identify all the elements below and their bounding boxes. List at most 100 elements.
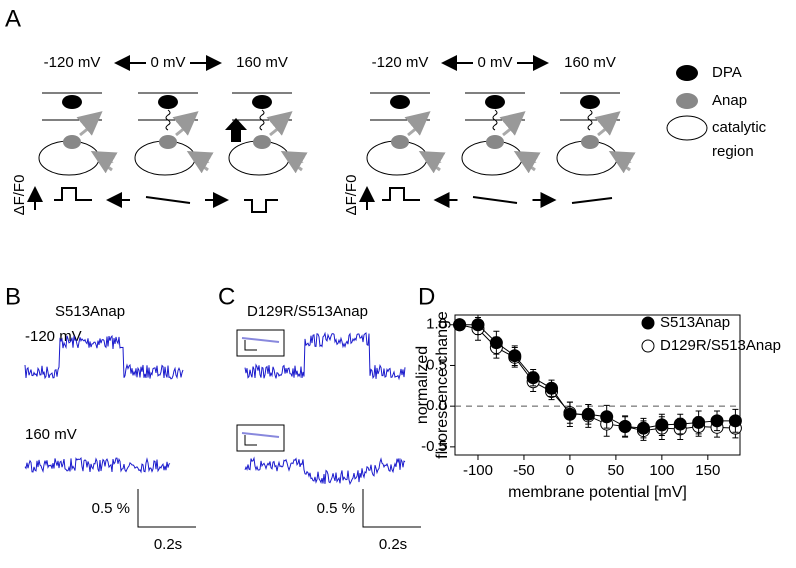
emission-arrow (594, 111, 621, 137)
dpa (158, 95, 178, 109)
data-point (581, 407, 595, 421)
inset-scale (244, 435, 257, 446)
legend-label: Anap (712, 92, 747, 109)
trace-up (54, 187, 92, 201)
emission-arrow (172, 111, 199, 137)
x-tick-label: 50 (608, 462, 625, 479)
fluorescence-trace (24, 456, 171, 474)
fluorescence-trace (24, 334, 184, 380)
excitation-arrow (418, 151, 446, 174)
panel-label: C (218, 283, 235, 310)
y-axis-label: fluorescence change (434, 311, 451, 459)
emission-arrow (266, 111, 293, 137)
voltage-label: 160 mV (564, 54, 616, 71)
trace-flat (145, 196, 191, 204)
fluorescence-trace (244, 331, 406, 381)
data-point (673, 417, 687, 431)
dpa (580, 95, 600, 109)
data-point (600, 410, 614, 424)
legend-label: S513Anap (660, 314, 730, 331)
data-point (636, 421, 650, 435)
dpa (485, 95, 505, 109)
emission-arrow (404, 111, 431, 137)
y-label: ΔF/F0 (343, 175, 360, 216)
voltage-label: 0 mV (477, 54, 512, 71)
y-tick-label: 0.0 (426, 397, 447, 414)
interaction (165, 109, 171, 131)
data-point (563, 407, 577, 421)
inset (236, 329, 285, 357)
plot-frame (454, 314, 741, 456)
panel-title: S513Anap (55, 303, 125, 320)
scale-bar (137, 489, 196, 528)
data-point (508, 349, 522, 363)
x-tick-label: -100 (463, 462, 493, 479)
legend-label: catalytic (712, 119, 767, 136)
trace-label: -120 mV (25, 328, 82, 345)
panel-label: B (5, 283, 21, 310)
dpa (252, 95, 272, 109)
data-point (471, 318, 485, 332)
data-point (489, 336, 503, 350)
legend-marker (641, 339, 655, 353)
series-line (459, 324, 736, 432)
data-point (618, 420, 632, 434)
y-axis-label: normalized (414, 346, 431, 424)
fluorescence-trace (244, 456, 406, 486)
panel-label: A (5, 5, 21, 32)
movement-arrow (225, 118, 247, 142)
excitation-arrow (513, 151, 541, 174)
data-point (453, 318, 467, 332)
x-tick-label: 0 (566, 462, 574, 479)
voltage-label: -120 mV (44, 54, 101, 71)
legend-marker (641, 316, 655, 330)
anap (581, 135, 599, 149)
anap (391, 135, 409, 149)
dpa (676, 65, 698, 81)
x-tick-label: 150 (695, 462, 720, 479)
data-point (526, 371, 540, 385)
x-tick-label: -50 (513, 462, 535, 479)
inset-scale (244, 340, 257, 351)
data-point (710, 414, 724, 428)
data-point (728, 414, 742, 428)
trace-label: 160 mV (25, 426, 77, 443)
y-tick-label: 1.0 (426, 316, 447, 333)
y-tick-label: -0.5 (421, 438, 447, 455)
legend-label: DPA (712, 64, 742, 81)
catalytic-region (666, 115, 708, 141)
series-line (459, 324, 736, 429)
excitation-arrow (280, 151, 308, 174)
emission-arrow (76, 111, 103, 137)
dpa (62, 95, 82, 109)
voltage-label: -120 mV (372, 54, 429, 71)
scale-y: 0.5 % (317, 500, 355, 517)
trace-flat (571, 197, 613, 204)
data-point (655, 418, 669, 432)
anap (63, 135, 81, 149)
voltage-label: 160 mV (236, 54, 288, 71)
excitation-arrow (608, 151, 636, 174)
scale-bar (362, 489, 421, 528)
legend-label: region (712, 143, 754, 160)
inset-trace (241, 337, 280, 343)
x-tick-label: 100 (649, 462, 674, 479)
panel-label: D (418, 283, 435, 310)
anap (253, 135, 271, 149)
anap (486, 135, 504, 149)
excitation-arrow (90, 151, 118, 174)
voltage-label: 0 mV (150, 54, 185, 71)
data-point (545, 381, 559, 395)
inset-trace (241, 432, 280, 438)
interaction (587, 109, 593, 131)
scale-y: 0.5 % (92, 500, 130, 517)
x-axis-label: membrane potential [mV] (508, 484, 687, 501)
scale-x: 0.2s (379, 536, 407, 553)
legend-label: D129R/S513Anap (660, 337, 781, 354)
inset (236, 424, 285, 452)
panel-title: D129R/S513Anap (247, 303, 368, 320)
y-label: ΔF/F0 (11, 175, 28, 216)
dpa (390, 95, 410, 109)
anap (159, 135, 177, 149)
